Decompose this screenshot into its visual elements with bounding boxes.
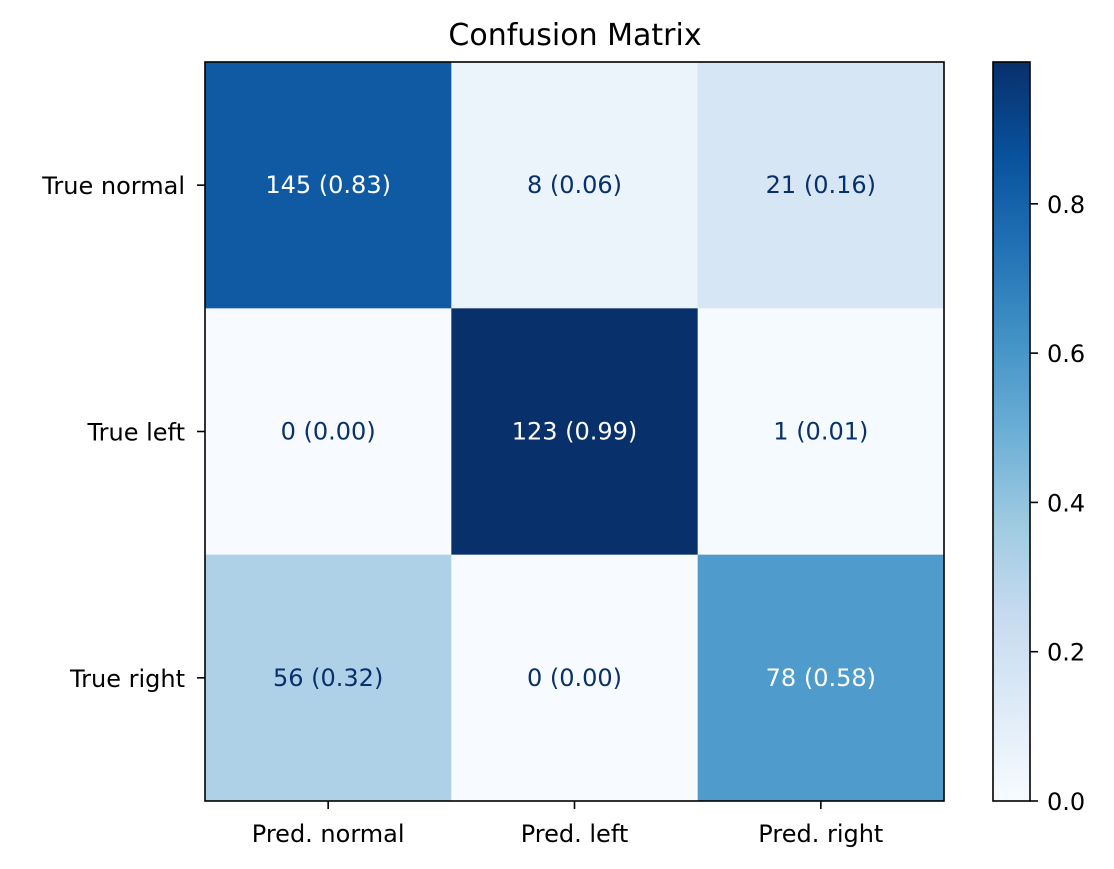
colorbar-tick-label: 0.6 (1047, 340, 1085, 368)
cell-value-label: 56 (0.32) (273, 664, 383, 692)
x-tick-label: Pred. normal (252, 820, 405, 848)
cell-value-label: 21 (0.16) (766, 171, 876, 199)
heatmap-cell (451, 62, 699, 309)
heatmap-cell (205, 62, 452, 309)
heatmap-cell (451, 308, 699, 556)
heatmap-cell (205, 308, 452, 556)
cell-value-label: 8 (0.06) (527, 171, 622, 199)
x-tick-label: Pred. right (758, 820, 883, 848)
cell-value-label: 0 (0.00) (527, 664, 622, 692)
heatmap-cell (205, 554, 452, 802)
heatmap-cell-labels: 145 (0.83) 8 (0.06) 21 (0.16) 0 (0.00) 123 (… (265, 171, 876, 692)
heatmap-cells (205, 62, 945, 802)
colorbar-tick-label: 0.2 (1047, 639, 1085, 667)
heatmap-cell (451, 554, 699, 802)
y-tick-label: True normal (41, 172, 185, 200)
x-axis-ticks: Pred. normal Pred. left Pred. right (252, 801, 883, 848)
colorbar (992, 61, 1031, 802)
heatmap-cell (697, 62, 945, 309)
colorbar-tick-label: 0.4 (1047, 489, 1085, 517)
heatmap-cell (697, 308, 945, 556)
cell-value-label: 1 (0.01) (773, 418, 868, 446)
chart-title: Confusion Matrix (448, 18, 701, 53)
x-tick-label: Pred. left (521, 820, 629, 848)
colorbar-tick-label: 0.8 (1047, 191, 1085, 219)
colorbar-tick-label: 0.0 (1047, 788, 1085, 816)
colorbar-ticks: 0.0 0.2 0.4 0.6 0.8 (1030, 191, 1085, 816)
y-tick-label: True right (69, 665, 185, 693)
heatmap-cell (697, 554, 945, 802)
y-tick-label: True left (87, 419, 185, 447)
cell-value-label: 145 (0.83) (265, 171, 391, 199)
cell-value-label: 0 (0.00) (281, 418, 376, 446)
cell-value-label: 78 (0.58) (766, 664, 876, 692)
y-axis-ticks: True normal True left True right (41, 172, 205, 693)
cell-value-label: 123 (0.99) (512, 418, 638, 446)
